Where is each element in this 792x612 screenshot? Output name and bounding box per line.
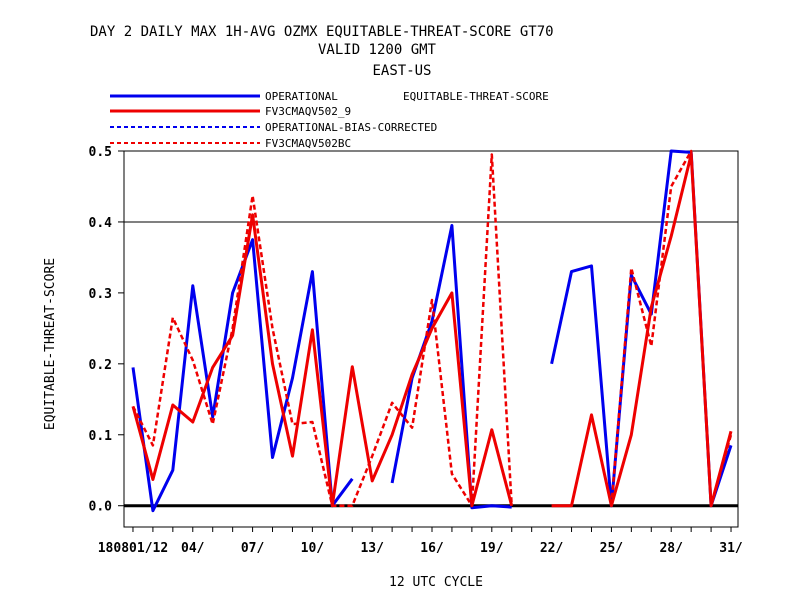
legend: OPERATIONAL EQUITABLE-THREAT-SCORE FV3CM… xyxy=(110,90,549,150)
y-tick-label-4: 0.4 xyxy=(89,216,113,231)
series-layer xyxy=(131,149,733,513)
x-tick-label-0: 180801/12 xyxy=(98,541,168,556)
y-tick-label-5: 0.5 xyxy=(89,145,112,160)
y-tick-label-2: 0.2 xyxy=(89,358,112,373)
legend-metric-label: EQUITABLE-THREAT-SCORE xyxy=(403,90,549,103)
y-tick-label-1: 0.1 xyxy=(89,429,113,444)
legend-label-operational: OPERATIONAL xyxy=(265,90,338,103)
y-axis-label: EQUITABLE-THREAT-SCORE xyxy=(43,258,58,430)
legend-label-fv3cmaqv502bc: FV3CMAQV502BC xyxy=(265,137,351,150)
x-tick-label-1: 04/ xyxy=(181,541,205,556)
x-tick-label-6: 19/ xyxy=(480,541,504,556)
x-tick-label-4: 13/ xyxy=(360,541,384,556)
y-axis: 0.0 0.1 0.2 0.3 0.4 0.5 xyxy=(89,145,124,515)
x-tick-label-2: 07/ xyxy=(241,541,265,556)
x-axis-label: 12 UTC CYCLE xyxy=(389,575,483,590)
x-axis: 180801/12 04/07/10/13/16/19/22/25/28/31/ xyxy=(98,527,743,556)
x-tick-label-9: 28/ xyxy=(659,541,683,556)
series-0-segment-2 xyxy=(550,149,733,508)
x-tick-label-3: 10/ xyxy=(301,541,325,556)
series-1 xyxy=(131,153,733,508)
y-tick-label-0: 0.0 xyxy=(89,500,113,515)
x-tick-label-8: 25/ xyxy=(600,541,624,556)
series-3 xyxy=(131,149,733,507)
legend-label-fv3cmaqv502-9: FV3CMAQV502_9 xyxy=(265,105,351,118)
chart-title-line-1: DAY 2 DAILY MAX 1H-AVG OZMX EQUITABLE-TH… xyxy=(90,24,554,40)
x-tick-label-5: 16/ xyxy=(420,541,444,556)
series-1-segment-0 xyxy=(131,213,514,508)
y-tick-label-3: 0.3 xyxy=(89,287,112,302)
plot-area xyxy=(123,150,739,528)
chart-title-line-3: EAST-US xyxy=(372,63,431,79)
legend-label-operational-bias-corrected: OPERATIONAL-BIAS-CORRECTED xyxy=(265,121,437,134)
x-tick-label-7: 22/ xyxy=(540,541,564,556)
x-tick-label-10: 31/ xyxy=(719,541,743,556)
chart-title-line-2: VALID 1200 GMT xyxy=(318,42,437,58)
series-3-segment-1 xyxy=(610,149,733,507)
series-1-segment-1 xyxy=(551,153,733,508)
